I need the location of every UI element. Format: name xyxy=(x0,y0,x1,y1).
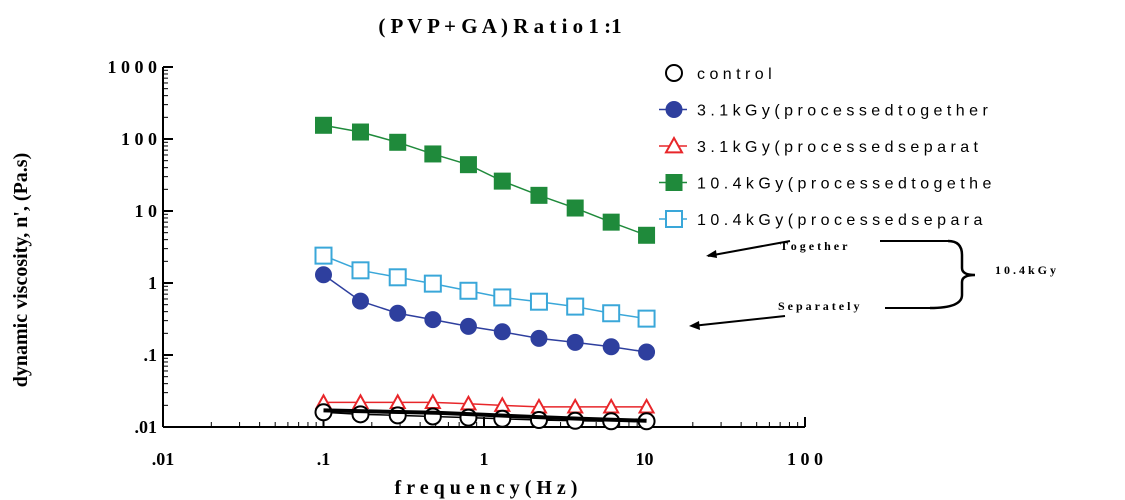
data-point xyxy=(665,101,683,118)
data-point xyxy=(665,64,683,82)
control-fit-line xyxy=(323,408,647,423)
series-line xyxy=(323,401,647,408)
chart-title: ( P V P + G A ) R a t i o 1 :1 xyxy=(378,14,621,38)
data-point xyxy=(602,304,621,323)
x-tick-label: .01 xyxy=(152,449,175,469)
data-point xyxy=(314,246,333,265)
data-point xyxy=(423,274,442,293)
data-point xyxy=(459,317,477,335)
data-point xyxy=(529,411,548,430)
data-point xyxy=(351,405,370,424)
legend-label: 3 . 1 k G y ( p r o c e s s e d t o g e … xyxy=(697,103,988,120)
arrow-together xyxy=(707,240,791,257)
arrowhead-together xyxy=(706,250,717,258)
data-point xyxy=(424,311,442,329)
data-point xyxy=(389,133,407,151)
series-line xyxy=(323,254,647,320)
y-tick-label: 1 0 0 0 xyxy=(108,57,158,77)
series-line xyxy=(323,124,647,236)
x-tick-label: 1 0 0 xyxy=(787,449,823,469)
data-point xyxy=(315,116,332,134)
annotation-group-label: 1 0 . 4 k G y xyxy=(995,263,1056,277)
data-point xyxy=(665,174,683,191)
series-layer xyxy=(314,116,656,431)
data-point xyxy=(637,309,656,328)
data-point xyxy=(351,292,369,310)
data-point xyxy=(530,186,548,204)
group-brace xyxy=(929,239,976,310)
data-point xyxy=(388,268,407,287)
legend-entry-3: 1 0 . 4 k G y ( p r o c e s s e d t o g … xyxy=(659,174,991,193)
annotation-separately: S e p a r a t e l y xyxy=(778,299,859,313)
legend-entry-2: 3 . 1 k G y ( p r o c e s s e d s e p a … xyxy=(659,135,979,156)
y-tick-label: 1 0 xyxy=(135,201,158,221)
arrowhead-separately xyxy=(689,321,700,330)
x-tick-label: .1 xyxy=(317,449,331,469)
data-point xyxy=(529,292,548,311)
legend-entry-4: 1 0 . 4 k G y ( p r o c e s s e d s e p … xyxy=(659,210,983,229)
y-tick-label: 1 xyxy=(148,273,157,293)
data-point xyxy=(664,135,684,154)
series-3 xyxy=(315,116,656,244)
data-point xyxy=(602,213,620,231)
series-line xyxy=(323,274,647,353)
legend-entry-0: c o n t r o l xyxy=(665,64,772,83)
legend-label: c o n t r o l xyxy=(697,66,772,83)
data-point xyxy=(566,297,585,316)
x-tick-label: 1 xyxy=(480,449,489,469)
legend-entry-1: 3 . 1 k G y ( p r o c e s s e d t o g e … xyxy=(659,101,988,120)
data-point xyxy=(602,338,620,356)
data-point xyxy=(638,343,656,361)
data-point xyxy=(351,123,369,141)
data-point xyxy=(566,333,584,351)
data-point xyxy=(424,145,442,163)
data-point xyxy=(315,266,332,284)
data-point xyxy=(493,409,512,428)
legend: c o n t r o l 3 . 1 k G y ( p r o c e s s… xyxy=(659,64,991,229)
y-axis-label: dynamic viscosity, n', (Pa.s) xyxy=(10,153,32,387)
data-point xyxy=(566,199,584,217)
x-axis-label: f r e q u e n c y ( H z ) xyxy=(395,477,578,499)
annotations: T o g e t h e r S e p a r a t e l y 1 0 … xyxy=(689,239,1056,330)
annotation-together: T o g e t h e r xyxy=(780,239,848,253)
data-point xyxy=(493,288,512,307)
data-point xyxy=(389,304,407,322)
data-point xyxy=(638,226,656,244)
data-point xyxy=(493,172,511,190)
y-tick-label: .01 xyxy=(135,417,158,437)
x-tick-label: 10 xyxy=(636,449,654,469)
y-tick-label: .1 xyxy=(144,345,158,365)
data-point xyxy=(530,329,548,347)
data-point xyxy=(665,210,683,228)
legend-label: 1 0 . 4 k G y ( p r o c e s s e d s e p … xyxy=(697,212,983,229)
data-point xyxy=(388,406,407,425)
y-tick-label: 1 0 0 xyxy=(121,129,157,149)
axes: .01 .1 1 10 1 0 0 .01 .1 1 1 0 1 0 0 1 0 0 0 xyxy=(108,57,824,469)
data-point xyxy=(493,323,511,341)
arrow-separately xyxy=(691,315,786,327)
data-point xyxy=(459,281,478,300)
series-0 xyxy=(314,403,656,431)
data-point xyxy=(459,156,477,174)
data-point xyxy=(351,261,370,280)
legend-label: 1 0 . 4 k G y ( p r o c e s s e d t o g … xyxy=(697,176,991,193)
legend-label: 3 . 1 k G y ( p r o c e s s e d s e p a … xyxy=(697,139,979,156)
series-4 xyxy=(314,246,656,328)
series-1 xyxy=(315,266,656,361)
